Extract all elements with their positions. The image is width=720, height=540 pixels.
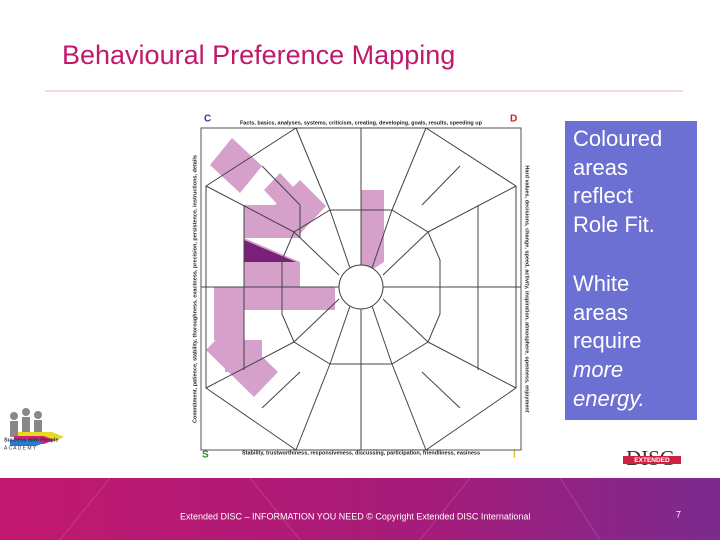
academy-sub: A C A D E M Y bbox=[4, 445, 37, 451]
disc-band bbox=[623, 456, 681, 464]
callout-line: areas bbox=[573, 155, 628, 180]
edge-label: Stability, trustworthiness, responsivene… bbox=[242, 450, 480, 456]
disc-logo: DISC EXTENDED bbox=[623, 446, 681, 470]
callout-line: energy. bbox=[573, 386, 645, 411]
corner-label: D bbox=[510, 114, 517, 125]
callout-line: reflect bbox=[573, 183, 633, 208]
edge-label: Commitment, patience, stability, thoroug… bbox=[192, 155, 198, 423]
callout: Coloured areas reflect Role Fit. White a… bbox=[565, 121, 697, 420]
footer-band bbox=[0, 478, 720, 540]
corner-label: C bbox=[204, 114, 211, 125]
corner-label: S bbox=[202, 450, 209, 461]
disc-band-text: EXTENDED bbox=[634, 457, 670, 464]
diagram: C D S I Facts, basics, analyses, systems… bbox=[192, 114, 529, 461]
corner-label: I bbox=[513, 450, 516, 461]
callout-line: Coloured bbox=[573, 126, 662, 151]
callout-line: more bbox=[573, 357, 623, 382]
callout-line: White bbox=[573, 271, 629, 296]
academy-logo: Success with People A C A D E M Y bbox=[4, 408, 64, 451]
callout-box bbox=[565, 121, 697, 420]
footer-text: Extended DISC – INFORMATION YOU NEED © C… bbox=[180, 511, 530, 521]
callout-line: areas bbox=[573, 300, 628, 325]
title: Behavioural Preference Mapping bbox=[62, 40, 455, 70]
edge-label: Hard values, decisions, change, speed, a… bbox=[524, 165, 530, 412]
wheel bbox=[201, 127, 521, 451]
academy-name: Success with People bbox=[4, 437, 58, 443]
callout-line: require bbox=[573, 328, 641, 353]
footer-decoration bbox=[59, 477, 601, 540]
callout-line: Role Fit. bbox=[573, 212, 655, 237]
page-number: 7 bbox=[676, 509, 681, 519]
edge-label: Facts, basics, analyses, systems, critic… bbox=[240, 120, 483, 126]
